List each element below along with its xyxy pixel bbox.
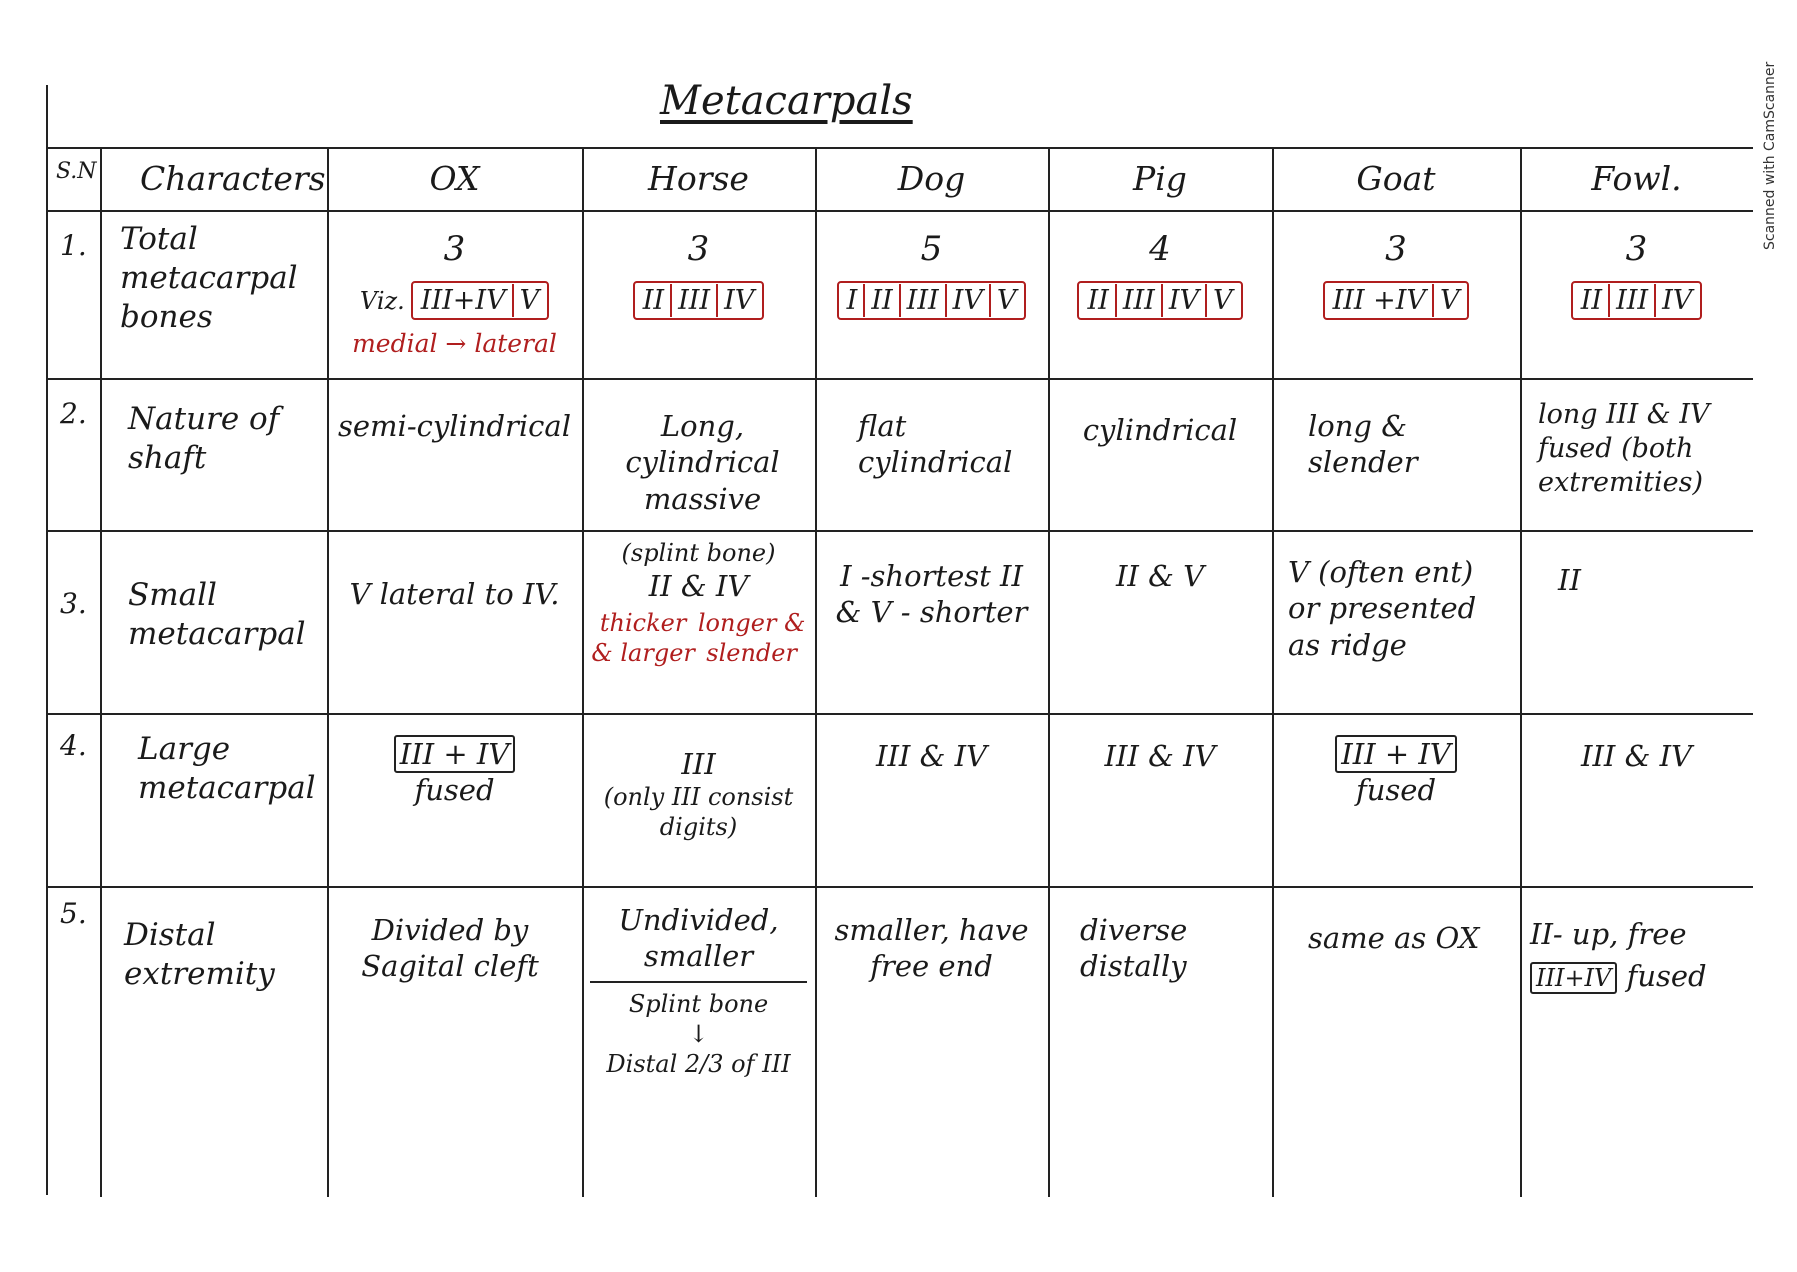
- fowl-value: III & IV: [1580, 739, 1692, 773]
- header-fowl: Fowl.: [1591, 159, 1682, 198]
- horse-cell: (splint bone) II & IV thicker & larger l…: [582, 532, 815, 674]
- fused-label: fused: [414, 773, 495, 808]
- ox-cell: III + IV fused: [327, 730, 582, 815]
- row-character: Small metacarpal: [128, 577, 306, 652]
- dog-value: smaller, have free end: [834, 913, 1029, 984]
- row-number: 2.: [60, 397, 87, 430]
- row-character: Large metacarpal: [138, 731, 316, 806]
- horse-value: Long, cylindrical massive: [625, 409, 780, 516]
- large-metacarpal-main: III: [681, 747, 716, 781]
- goat-value: V (often ent) or presented as ridge: [1288, 555, 1477, 662]
- horse-cell: Undivided, smaller Splint bone ↓ Distal …: [582, 896, 815, 1085]
- digit-note: (only III consist digits): [603, 783, 794, 842]
- goat-value: same as OX: [1308, 921, 1480, 955]
- header-sn: S.N: [56, 159, 97, 184]
- dog-value: I -shortest II & V - shorter: [835, 559, 1028, 630]
- splint-pair: II & IV: [648, 569, 749, 603]
- fused-box: III + IV: [1335, 735, 1457, 773]
- row-character: Nature of shaft: [128, 401, 280, 476]
- fowl-free-text: II- up, free: [1530, 917, 1687, 951]
- header-pig: Pig: [1133, 159, 1187, 198]
- goat-cell: 3 III +IV V: [1272, 222, 1520, 326]
- pig-value: III & IV: [1104, 739, 1216, 773]
- row-number: 3.: [60, 587, 87, 620]
- bone-count: 4: [1149, 229, 1171, 269]
- splint-bone-text: Splint bone: [628, 989, 769, 1018]
- viz-label: Viz.: [359, 286, 405, 315]
- fowl-value: long III & IV fused (both extremities): [1538, 399, 1710, 498]
- longer-note: longer & slender: [697, 609, 806, 668]
- bone-box: II III IV V: [1077, 280, 1243, 321]
- bone-count: 5: [920, 229, 943, 269]
- pig-value: cylindrical: [1082, 413, 1238, 447]
- fused-box: III+IV: [1530, 962, 1618, 995]
- header-goat: Goat: [1356, 159, 1436, 198]
- dog-value: III & IV: [875, 739, 987, 773]
- bone-box: III+IV V: [410, 280, 550, 321]
- distal-text: Distal 2/3 of III: [606, 1049, 791, 1078]
- pig-cell: 4 II III IV V: [1048, 222, 1272, 326]
- bone-box: II III IV: [632, 280, 765, 321]
- fowl-cell: 3 II III IV: [1520, 222, 1753, 326]
- goat-value: long & slender: [1308, 409, 1418, 480]
- bone-count: 3: [1625, 229, 1648, 269]
- fused-label: fused: [1626, 959, 1707, 994]
- horse-cell: III (only III consist digits): [582, 740, 815, 848]
- fowl-cell: II- up, free III+IV fused: [1522, 910, 1753, 1001]
- bone-box: I II III IV V: [836, 280, 1027, 321]
- fused-label: fused: [1355, 773, 1437, 808]
- undivided-text: Undivided, smaller: [618, 903, 779, 974]
- ox-value: V lateral to IV.: [349, 577, 560, 611]
- dog-cell: 5 I II III IV V: [815, 222, 1048, 326]
- header-ox: OX: [429, 159, 480, 198]
- scanner-watermark: Scanned with CamScanner: [1762, 61, 1778, 250]
- cell-divider: [590, 980, 807, 983]
- ox-cell: 3 Viz. III+IV V medial → lateral: [327, 222, 582, 366]
- row-character: Total metacarpal bones: [120, 221, 298, 335]
- row-number: 5.: [60, 897, 87, 930]
- medial-lateral-note: medial → lateral: [352, 329, 557, 359]
- horse-cell: 3 II III IV: [582, 222, 815, 326]
- bone-count: 3: [1385, 229, 1407, 269]
- ox-value: Divided by Sagital cleft: [361, 913, 539, 984]
- fused-box: III + IV: [393, 735, 516, 773]
- page-title: Metacarpals: [660, 78, 913, 124]
- ox-value: semi-cylindrical: [338, 409, 571, 443]
- row-character: Distal extremity: [124, 917, 275, 992]
- row-number: 4.: [60, 729, 87, 762]
- fowl-value: II: [1558, 563, 1581, 597]
- bone-count: 3: [687, 229, 710, 269]
- thicker-note: thicker & larger: [591, 609, 695, 668]
- bone-box: III +IV V: [1322, 280, 1470, 321]
- bone-count: 3: [443, 229, 466, 269]
- pig-value: II & V: [1115, 559, 1205, 593]
- row-number: 1.: [60, 229, 87, 262]
- bone-box: II III IV: [1570, 280, 1703, 321]
- header-characters: Characters: [140, 159, 326, 198]
- goat-cell: III + IV fused: [1272, 730, 1520, 815]
- splint-bone-label: (splint bone): [621, 539, 776, 567]
- header-dog: Dog: [897, 159, 966, 198]
- header-horse: Horse: [648, 159, 749, 198]
- pig-value: diverse distally: [1080, 913, 1188, 984]
- dog-value: flat cylindrical: [858, 409, 1013, 480]
- down-arrow-icon: ↓: [688, 1019, 709, 1048]
